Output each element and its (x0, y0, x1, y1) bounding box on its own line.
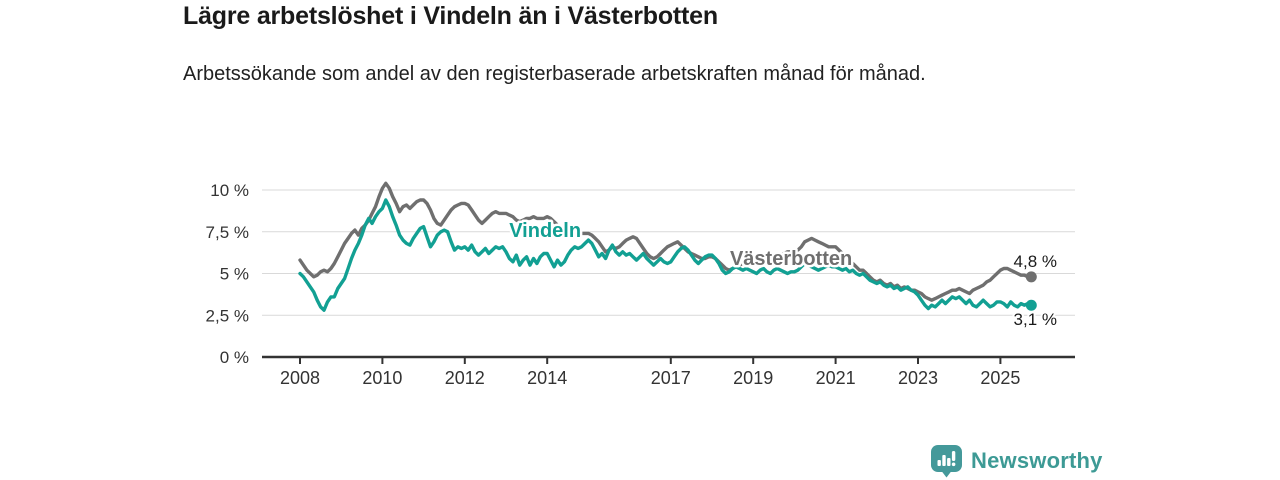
chart-subtitle: Arbetssökande som andel av den registerb… (183, 63, 926, 85)
end-dot-vindeln (1025, 299, 1037, 311)
x-axis-tick-label: 2021 (816, 368, 856, 388)
y-axis-tick-label: 0 % (220, 348, 249, 367)
y-axis-tick-label: 5 % (220, 265, 249, 284)
newsworthy-logo-icon (931, 445, 962, 478)
y-axis-tick-label: 7,5 % (206, 223, 249, 242)
x-axis-tick-label: 2017 (651, 368, 691, 388)
series-line-vindeln (298, 198, 1034, 312)
y-axis-tick-label: 10 % (210, 181, 249, 200)
x-axis-tick-label: 2014 (527, 368, 567, 388)
newsworthy-logo-text: Newsworthy (971, 448, 1103, 473)
end-dot-västerbotten (1025, 271, 1037, 283)
series-label-vindeln: Vindeln (509, 220, 581, 242)
x-axis-tick-label: 2012 (445, 368, 485, 388)
series-label-västerbotten: Västerbotten (730, 248, 852, 270)
x-axis-tick-label: 2010 (362, 368, 402, 388)
x-axis-tick-label: 2019 (733, 368, 773, 388)
x-axis-tick-label: 2008 (280, 368, 320, 388)
end-value-label-vindeln: 3,1 % (1014, 310, 1057, 329)
x-axis-tick-label: 2025 (980, 368, 1020, 388)
y-axis-tick-label: 2,5 % (206, 306, 249, 325)
chart-title: Lägre arbetslöshet i Vindeln än i Väster… (183, 2, 718, 30)
newsworthy-branding: Newsworthy (930, 444, 1103, 478)
end-value-label-västerbotten: 4,8 % (1014, 252, 1057, 271)
x-axis-tick-label: 2023 (898, 368, 938, 388)
